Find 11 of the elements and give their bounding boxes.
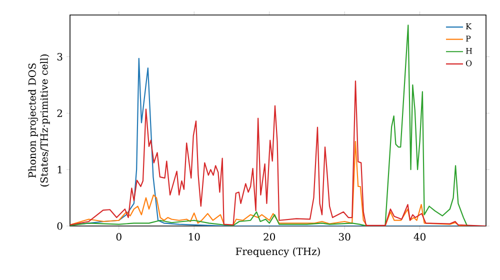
y-tick-label: 2 (57, 109, 62, 117)
x-tick-label: 0 (116, 233, 122, 241)
x-axis-title: Frequency (THz) (236, 247, 320, 258)
y-tick-label: 1 (58, 166, 62, 174)
x-tick-label: 40 (414, 233, 426, 241)
x-tick-label: 20 (264, 233, 276, 241)
y-axis-title: Phonon projected DOS (States/THz·primitive cell) (28, 54, 50, 186)
x-tick-label: 30 (339, 233, 350, 241)
y-tick-label: 0 (57, 222, 62, 230)
y-tick-label: 3 (57, 52, 62, 61)
x-tick-label: 10 (189, 233, 200, 241)
